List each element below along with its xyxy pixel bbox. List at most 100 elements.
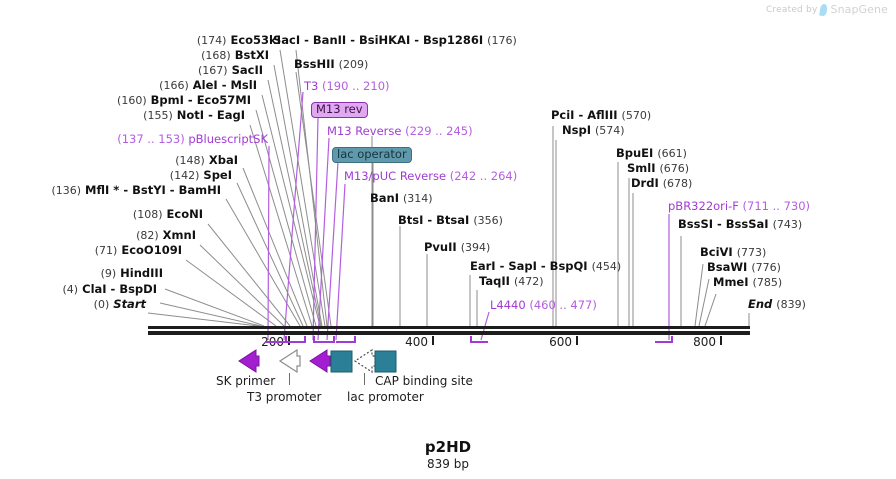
feature-bar-m13-reverse[interactable] (313, 336, 335, 343)
enzyme-label-btsi[interactable]: BtsI - BtsaI (356) (398, 214, 503, 227)
enzyme-position: (209) (338, 58, 369, 71)
enzyme-label-bcivi[interactable]: BciVI (773) (700, 246, 766, 259)
feature-glyph-m13-rev-primer[interactable] (309, 349, 331, 373)
enzyme-label-hindiii[interactable]: (9) HindIII (0, 267, 163, 280)
feature-bar-m13-puc-reverse[interactable] (336, 336, 356, 343)
feature-track-label-lac-promoter[interactable]: lac promoter (347, 390, 424, 404)
enzyme-label-xmni[interactable]: (82) XmnI (0, 229, 196, 242)
feature-name: T3 (304, 79, 319, 93)
enzyme-label-bpmi[interactable]: (160) BpmI - Eco57MI (0, 94, 251, 107)
enzyme-position: (160) (117, 94, 147, 107)
enzyme-label-eari[interactable]: EarI - SapI - BspQI (454) (470, 260, 621, 273)
ruler-tick-200 (288, 336, 290, 345)
plasmid-title: p2HD (424, 438, 472, 456)
feature-label-pbluescriptsk[interactable]: (137 .. 153) pBluescriptSK (0, 133, 268, 145)
feature-glyph-t3-promoter[interactable] (278, 348, 301, 374)
enzyme-label-pcii[interactable]: PciI - AflIII (570) (551, 109, 651, 122)
enzyme-label-alei[interactable]: (166) AleI - MslI (0, 79, 257, 92)
feature-track-label-sk-primer[interactable]: SK primer (216, 374, 276, 388)
enzyme-label-bstxi[interactable]: (168) BstXI (0, 49, 269, 62)
enzyme-label-eco53ki[interactable]: (174) Eco53kI (0, 34, 281, 47)
enzyme-label-saci[interactable]: SacI - BanII - BsiHKAI - Bsp1286I (176) (273, 34, 517, 47)
feature-glyph-lac-operator[interactable] (330, 350, 353, 373)
enzyme-label-bsshii[interactable]: BssHII (209) (294, 58, 368, 71)
feature-track-label-t3-promoter[interactable]: T3 promoter (247, 390, 322, 404)
enzyme-names: BanI (370, 191, 399, 205)
enzyme-names: BpuEI (616, 146, 654, 160)
enzyme-label-bpuei[interactable]: BpuEI (661) (616, 147, 687, 160)
enzyme-position: (167) (197, 64, 228, 77)
enzyme-names: MflI * - BstYI - BamHI (85, 183, 221, 197)
feature-label-m13-rev[interactable]: M13 rev (311, 102, 368, 118)
snapgene-watermark: Created by SnapGene (766, 3, 888, 16)
enzyme-names: BpmI - Eco57MI (150, 93, 251, 107)
enzyme-position: (394) (460, 241, 491, 254)
enzyme-names: XbaI (208, 153, 238, 167)
enzyme-label-econi[interactable]: (108) EcoNI (0, 208, 203, 221)
ruler-tick-600 (576, 336, 578, 345)
enzyme-label-bsssi[interactable]: BssSI - BssSaI (743) (678, 218, 802, 231)
enzyme-label-bani[interactable]: BanI (314) (370, 192, 433, 205)
enzyme-position: (839) (776, 298, 806, 311)
feature-track-label-cap-binding-site[interactable]: CAP binding site (375, 374, 473, 388)
feature-name: M13 Reverse (327, 124, 402, 138)
enzyme-position: (142) (169, 169, 200, 182)
feature-label-m13-puc-reverse[interactable]: M13/pUC Reverse (242 .. 264) (344, 170, 517, 182)
enzyme-label-drdi[interactable]: DrdI (678) (631, 177, 692, 190)
enzyme-label-noti[interactable]: (155) NotI - EagI (0, 109, 245, 122)
enzyme-names: ClaI - BspDI (82, 282, 157, 296)
sequence-backbone-bottom (148, 331, 750, 335)
enzyme-label-end[interactable]: End (839) (748, 298, 806, 311)
enzyme-label-pvuii[interactable]: PvuII (394) (424, 241, 490, 254)
enzyme-position: (71) (94, 244, 118, 257)
feature-label-t3[interactable]: T3 (190 .. 210) (304, 80, 390, 92)
enzyme-names: Eco53kI (230, 33, 281, 47)
feature-range: (229 .. 245) (405, 124, 473, 138)
enzyme-label-sacii[interactable]: (167) SacII (0, 64, 263, 77)
feature-bar-l4440[interactable] (470, 336, 488, 343)
enzyme-names: AleI - MslI (192, 78, 257, 92)
enzyme-label-start[interactable]: (0) Start (0, 298, 146, 311)
enzyme-label-ecoo109i[interactable]: (71) EcoO109I (0, 244, 182, 257)
enzyme-label-mfli[interactable]: (136) MflI * - BstYI - BamHI (0, 184, 221, 197)
enzyme-position: (678) (662, 177, 693, 190)
ruler-tick-400 (432, 336, 434, 345)
feature-bar-t3[interactable] (284, 336, 306, 343)
feature-glyph-lac-promoter[interactable] (353, 348, 376, 374)
enzyme-position: (174) (196, 34, 227, 47)
enzyme-position: (570) (621, 109, 652, 122)
feature-range: (460 .. 477) (529, 298, 597, 312)
feature-label-m13-reverse[interactable]: M13 Reverse (229 .. 245) (327, 125, 473, 137)
enzyme-position: (4) (62, 283, 79, 296)
feature-range: (137 .. 153) (117, 132, 185, 146)
enzyme-position: (785) (752, 276, 783, 289)
enzyme-position: (454) (591, 260, 622, 273)
enzyme-label-smii[interactable]: SmlI (676) (627, 162, 689, 175)
feature-label-pbr322ori-f[interactable]: pBR322ori-F (711 .. 730) (668, 200, 810, 212)
feature-bar-pbr322ori-f[interactable] (655, 336, 673, 343)
enzyme-label-spei[interactable]: (142) SpeI (0, 169, 232, 182)
feature-name: pBluescriptSK (188, 132, 268, 146)
feature-bar-pbluescriptsk[interactable] (265, 336, 287, 343)
enzyme-label-taqii[interactable]: TaqII (472) (479, 275, 544, 288)
feature-label-l4440[interactable]: L4440 (460 .. 477) (490, 299, 597, 311)
watermark-brand: SnapGene (830, 3, 888, 16)
feature-glyph-sk-primer[interactable] (238, 349, 260, 373)
enzyme-label-nspi[interactable]: NspI (574) (562, 124, 625, 137)
enzyme-position: (168) (201, 49, 231, 62)
enzyme-names: EcoNI (166, 207, 203, 221)
enzyme-names: PciI - AflIII (551, 108, 618, 122)
ruler-tick-800 (720, 336, 722, 345)
enzyme-names: Start (113, 297, 146, 311)
feature-name: pBR322ori-F (668, 199, 739, 213)
enzyme-label-mmei[interactable]: MmeI (785) (713, 276, 782, 289)
enzyme-names: SacII (231, 63, 263, 77)
enzyme-position: (166) (159, 79, 189, 92)
feature-glyph-cap-binding-site[interactable] (374, 350, 397, 373)
feature-label-lac-operator[interactable]: lac operator (332, 147, 412, 163)
enzyme-label-bsawi[interactable]: BsaWI (776) (707, 261, 781, 274)
enzyme-label-xbai[interactable]: (148) XbaI (0, 154, 238, 167)
enzyme-label-clai[interactable]: (4) ClaI - BspDI (0, 283, 157, 296)
feature-name: L4440 (490, 298, 526, 312)
ruler-label-400: 400 (405, 335, 428, 349)
